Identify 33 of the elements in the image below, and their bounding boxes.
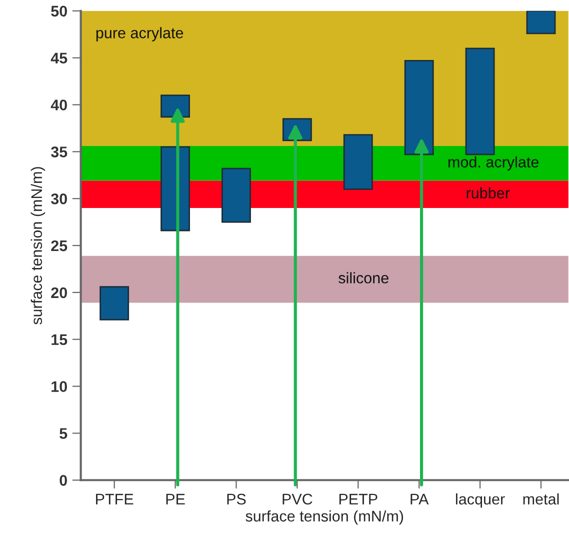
y-tick-label: 0: [60, 475, 67, 486]
x-tick-label: PA: [410, 494, 429, 504]
y-tick-label: 15: [52, 334, 68, 346]
x-tick-label: lacquer: [456, 493, 505, 508]
band-label: silicone: [338, 272, 388, 284]
bar: [526, 10, 556, 34]
bar: [343, 134, 373, 190]
bar: [160, 94, 190, 118]
y-tick-label: 35: [50, 146, 68, 158]
x-tick-label: metal: [523, 493, 559, 505]
x-tick-label: PTFE: [96, 494, 134, 504]
bar: [100, 286, 130, 320]
x-tick-label: PE: [166, 494, 185, 504]
y-tick-label: 20: [51, 287, 67, 298]
band-label: rubber: [466, 187, 510, 198]
bar: [404, 60, 434, 156]
bar: [160, 146, 190, 232]
band-label: mod. acrylate: [448, 156, 538, 171]
y-tick-label: 10: [52, 381, 67, 392]
y-tick-label: 45: [50, 52, 68, 64]
x-tick-label: PVC: [282, 494, 312, 505]
bar: [465, 48, 495, 156]
x-axis-title: surface tension (mN/m): [246, 510, 404, 525]
y-tick-label: 30: [50, 193, 67, 204]
y-tick-label: 5: [60, 428, 68, 439]
y-tick-label: 40: [50, 100, 67, 110]
y-tick-label: 50: [51, 6, 67, 17]
band-label: pure acrylate: [96, 27, 184, 42]
y-tick-label: 25: [51, 240, 68, 252]
bar: [222, 168, 251, 223]
x-tick-label: PETP: [339, 494, 378, 504]
y-axis-title: surface tension (mN/m): [30, 167, 46, 324]
x-tick-label: PS: [227, 494, 246, 505]
